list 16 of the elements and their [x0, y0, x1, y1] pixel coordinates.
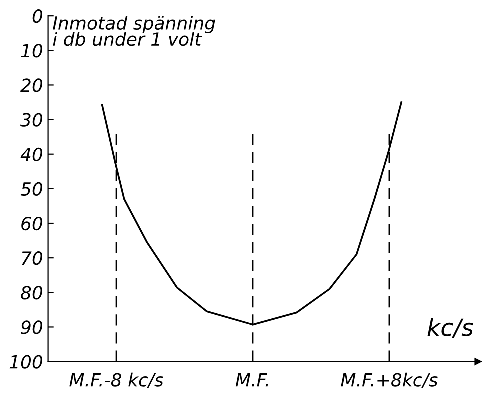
y-axis-title: Inmotad spänning i db under 1 volt [53, 16, 216, 46]
y-tick-label: 100 [10, 355, 43, 369]
y-tick-label: 10 [21, 44, 43, 58]
y-tick-label: 80 [21, 286, 43, 300]
x-axis-title: kc/s [428, 318, 474, 338]
y-tick-label: 70 [22, 252, 43, 266]
y-tick-label: 90 [21, 320, 43, 334]
x-tick-label: M.F.-8 kc/s [70, 372, 164, 388]
y-tick-label: 30 [20, 113, 43, 127]
y-tick-label: 20 [20, 78, 43, 92]
x-tick-label: M.F. [236, 373, 268, 387]
x-tick-label: M.F.+8kc/s [341, 372, 438, 388]
y-tick-label: 40 [20, 148, 43, 162]
y-tick-label: 60 [22, 216, 43, 231]
y-tick-label: 0 [32, 10, 43, 24]
y-tick-label: 50 [20, 182, 43, 196]
